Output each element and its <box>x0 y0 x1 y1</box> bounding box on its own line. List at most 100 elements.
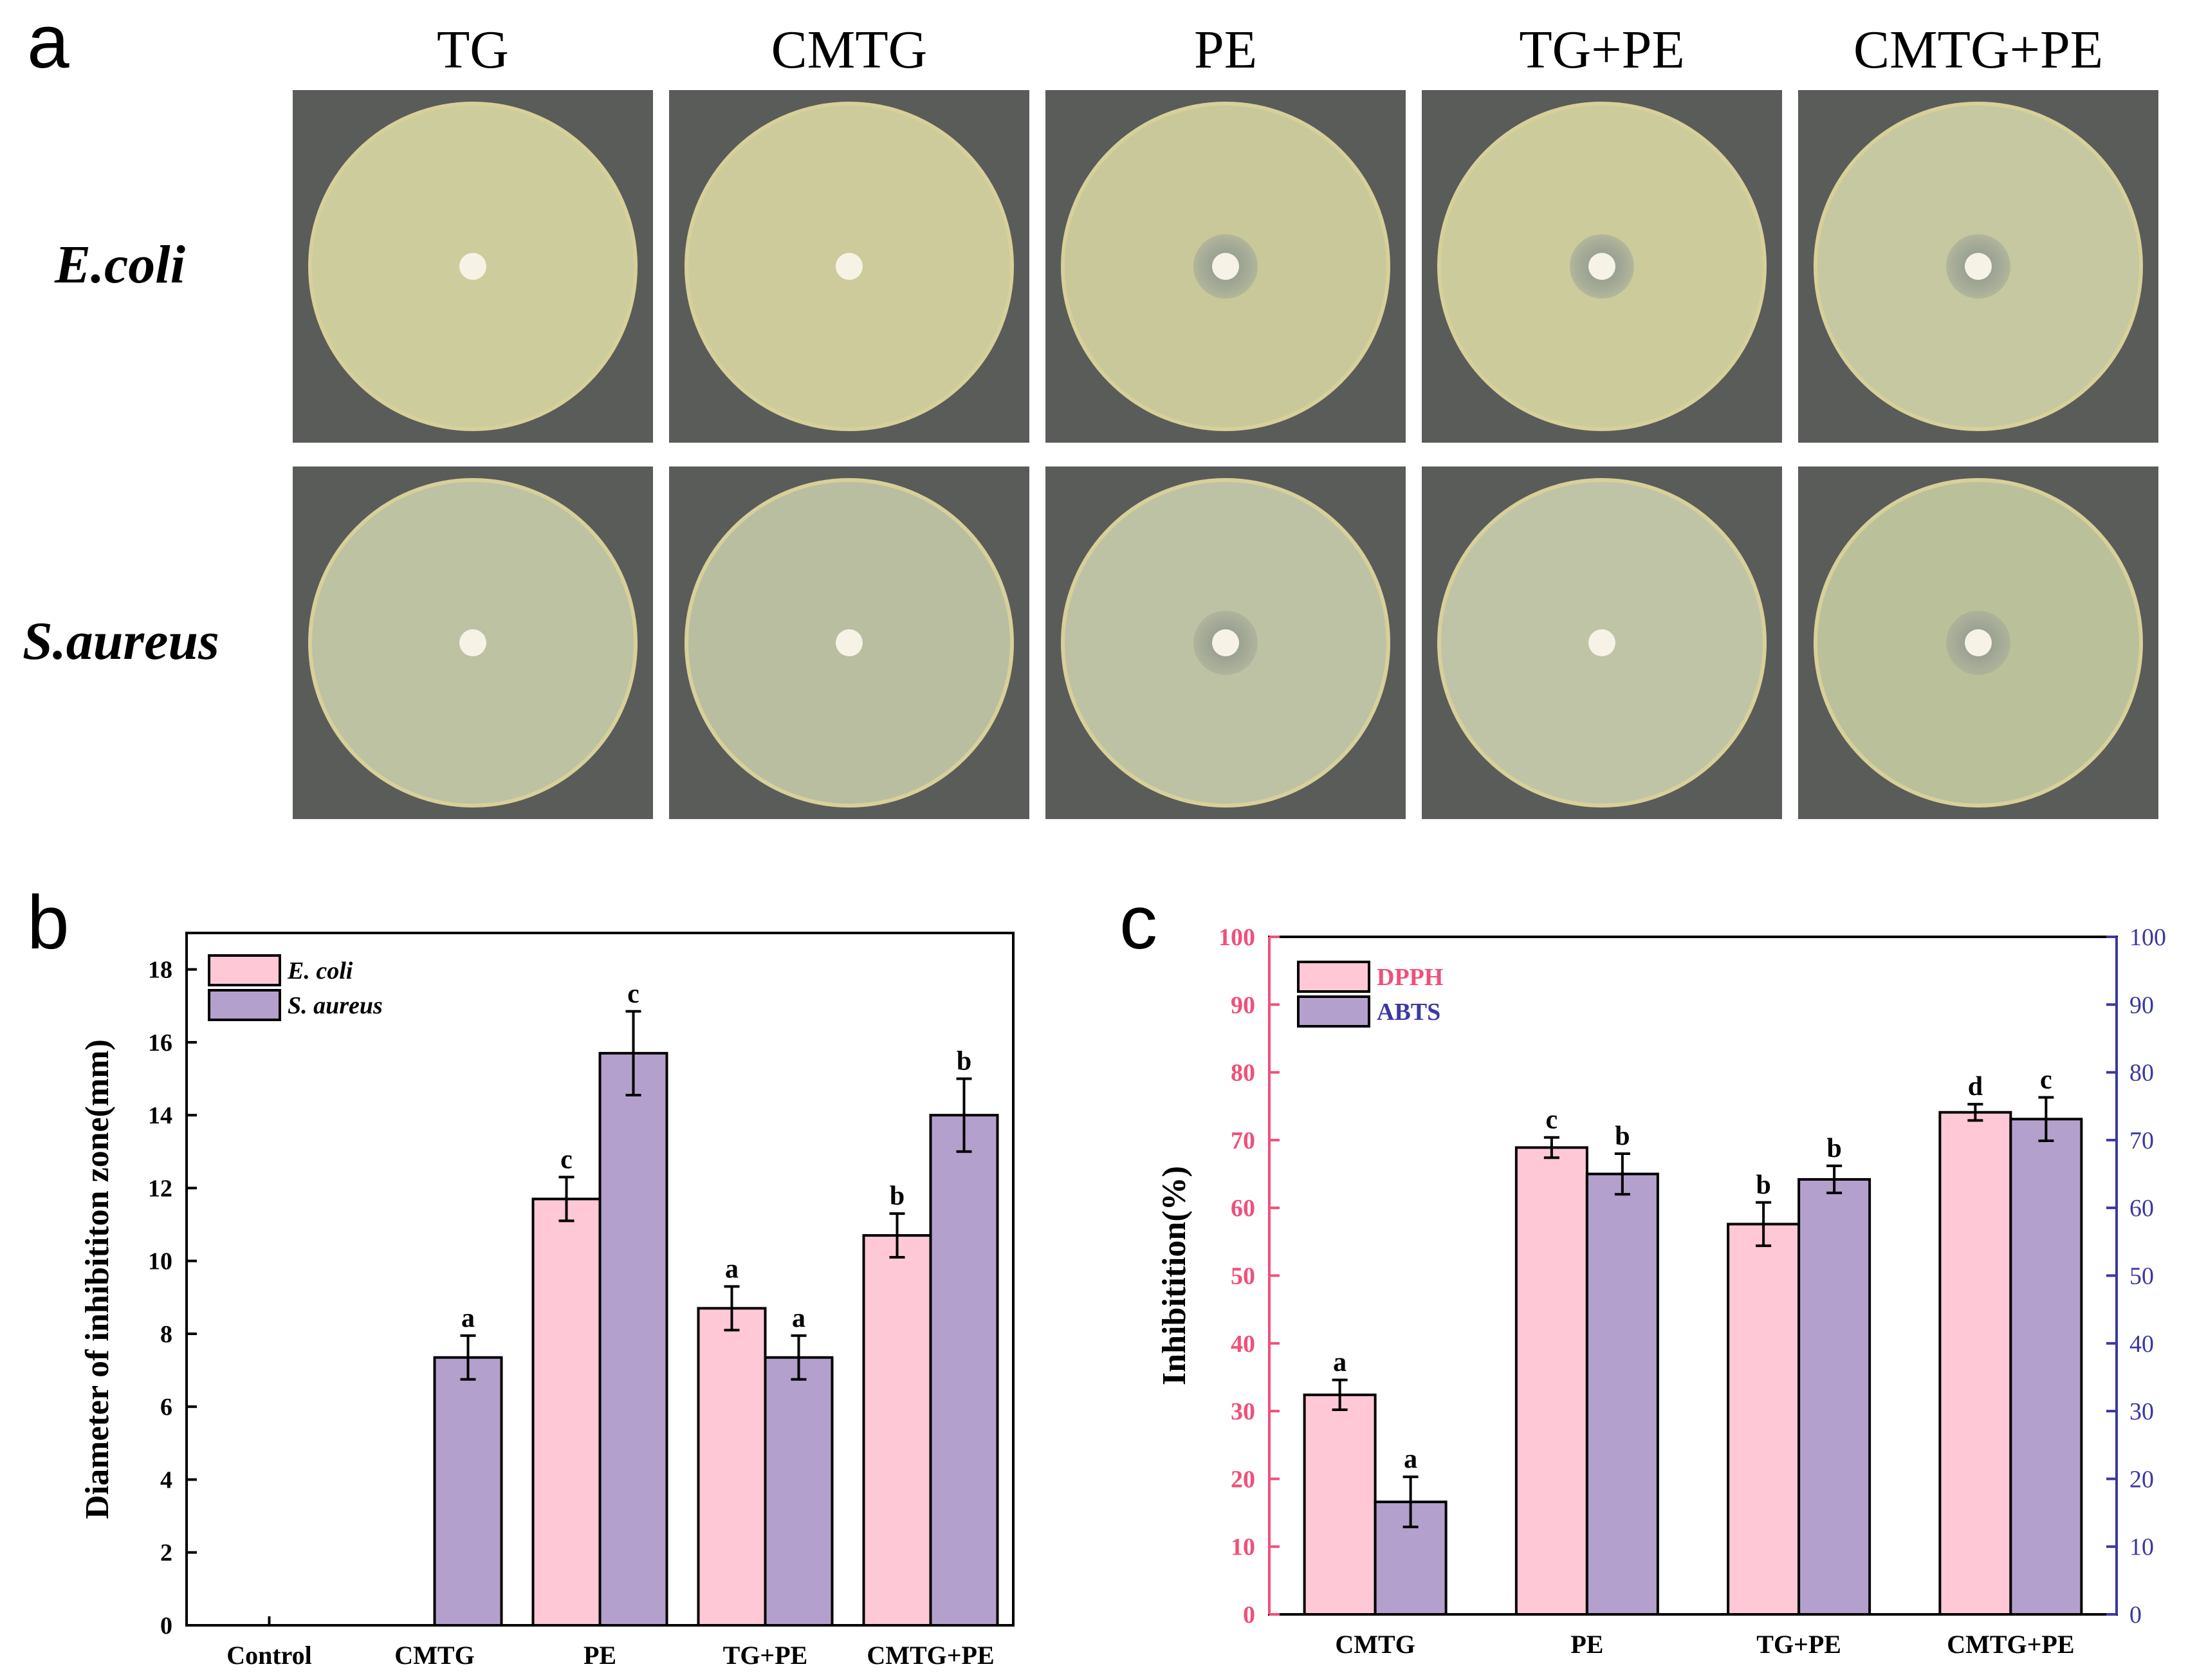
y-tick-label-right: 60 <box>2129 1195 2154 1222</box>
x-tick-label: Control <box>226 1641 312 1670</box>
bar-dpph <box>1303 1393 1377 1616</box>
significance-letter: c <box>1546 1105 1558 1135</box>
paper-disc <box>459 253 486 280</box>
y-axis-title: Inhibitition(%) <box>1156 1166 1193 1385</box>
legend-swatch <box>1297 995 1370 1028</box>
significance-letter: a <box>792 1304 805 1333</box>
x-tick-label: CMTG+PE <box>867 1641 994 1670</box>
y-tick-label: 100 <box>1218 924 1255 951</box>
petri-dish <box>308 102 638 431</box>
legend-swatch <box>208 954 281 986</box>
significance-letter: b <box>1826 1134 1841 1163</box>
panel-c-letter: c <box>1119 880 1157 965</box>
bar-abts <box>1585 1172 1659 1616</box>
y-axis-title: Diameter of inhibititon zone(mm) <box>79 1039 116 1519</box>
bar-dpph <box>1727 1223 1801 1616</box>
bar-saureus <box>929 1114 999 1627</box>
significance-letter: b <box>957 1047 971 1076</box>
bar-saureus <box>764 1356 834 1627</box>
paper-disc <box>836 629 863 656</box>
y-tick-label-right: 50 <box>2129 1263 2154 1290</box>
bar-dpph <box>1514 1146 1588 1616</box>
chart-b-inhibition-zone: 0 2 4 6 8 10 12 14 16 18 Diameter of inhibititon z… <box>79 932 1015 1670</box>
y-tick-label: 80 <box>1231 1060 1255 1087</box>
y-tick-label: 90 <box>1231 992 1255 1019</box>
y-tick-label: 60 <box>1231 1195 1255 1222</box>
y-tick-label-right: 40 <box>2129 1331 2154 1358</box>
y-tick-label: 14 <box>148 1102 172 1129</box>
y-tick-label: 6 <box>160 1394 172 1421</box>
plate-0-4 <box>1798 90 2158 443</box>
legend-swatch <box>208 989 281 1021</box>
paper-disc <box>1965 253 1992 280</box>
column-label-1: CMTG <box>771 20 928 80</box>
paper-disc <box>1588 629 1615 656</box>
legend-label: E. coli <box>287 957 353 984</box>
significance-letter: c <box>560 1145 573 1174</box>
significance-letter: b <box>890 1181 905 1211</box>
significance-letter: b <box>1615 1122 1630 1151</box>
paper-disc <box>1212 629 1239 656</box>
significance-letter: a <box>1333 1348 1347 1378</box>
x-tick-label: TG+PE <box>1756 1630 1841 1659</box>
y-tick-label: 18 <box>148 957 172 984</box>
x-tick-label: CMTG+PE <box>1947 1630 2074 1659</box>
bar-abts <box>2009 1118 2083 1616</box>
plate-0-2 <box>1045 90 1406 443</box>
significance-letter: d <box>1968 1072 1983 1102</box>
y-tick-label: 50 <box>1231 1263 1255 1290</box>
plate-1-4 <box>1798 466 2158 819</box>
plate-1-1 <box>669 466 1029 819</box>
column-label-3: TG+PE <box>1519 20 1685 80</box>
y-tick-label-right: 30 <box>2129 1398 2154 1425</box>
y-tick-label: 0 <box>1243 1602 1255 1629</box>
y-tick-label: 40 <box>1231 1331 1255 1358</box>
significance-letter: c <box>627 979 639 1009</box>
significance-letter: a <box>1404 1445 1417 1474</box>
bar-saureus <box>598 1051 668 1627</box>
significance-letter: c <box>2040 1066 2052 1095</box>
y-tick-label-right: 100 <box>2129 924 2166 951</box>
x-tick-label: PE <box>584 1641 616 1670</box>
plate-0-0 <box>293 90 653 443</box>
row-label-0: E.coli <box>55 235 185 295</box>
y-tick-label-right: 20 <box>2129 1466 2154 1493</box>
plate-0-3 <box>1422 90 1782 443</box>
y-tick-label: 10 <box>1231 1534 1255 1561</box>
x-tick-label: CMTG <box>1335 1630 1415 1659</box>
y-tick-label: 4 <box>160 1466 172 1493</box>
column-label-2: PE <box>1193 20 1258 80</box>
y-tick-label: 0 <box>160 1612 172 1639</box>
paper-disc <box>1588 253 1615 280</box>
significance-letter: a <box>461 1304 475 1333</box>
y-tick-label-right: 90 <box>2129 992 2154 1019</box>
bar-dpph <box>1938 1111 2012 1616</box>
y-tick-label: 2 <box>160 1540 172 1567</box>
bar-ecoli <box>531 1197 602 1627</box>
legend-label: S. aureus <box>288 992 383 1019</box>
significance-letter: a <box>725 1254 739 1284</box>
significance-letter: b <box>1756 1170 1770 1200</box>
legend-label: ABTS <box>1377 999 1440 1026</box>
panel-a-letter: a <box>27 0 69 84</box>
y-tick-label-right: 80 <box>2129 1060 2154 1087</box>
plate-1-0 <box>293 466 653 819</box>
legend-label: DPPH <box>1377 964 1443 991</box>
y-tick-label: 70 <box>1231 1127 1255 1154</box>
panel-b-letter: b <box>27 880 69 965</box>
y-tick-label-right: 10 <box>2129 1534 2154 1561</box>
plate-1-2 <box>1045 466 1406 819</box>
x-tick-label: PE <box>1570 1630 1603 1659</box>
bar-saureus <box>433 1356 503 1627</box>
bar-ecoli <box>697 1307 767 1627</box>
plate-1-3 <box>1422 466 1782 819</box>
column-label-0: TG <box>437 20 509 80</box>
paper-disc <box>459 629 486 656</box>
paper-disc <box>1212 253 1239 280</box>
column-label-4: CMTG+PE <box>1853 20 2104 80</box>
bar-abts <box>1797 1177 1871 1616</box>
x-tick-label: TG+PE <box>723 1641 808 1670</box>
paper-disc <box>836 253 863 280</box>
row-label-1: S.aureus <box>23 611 219 671</box>
paper-disc <box>1965 629 1992 656</box>
